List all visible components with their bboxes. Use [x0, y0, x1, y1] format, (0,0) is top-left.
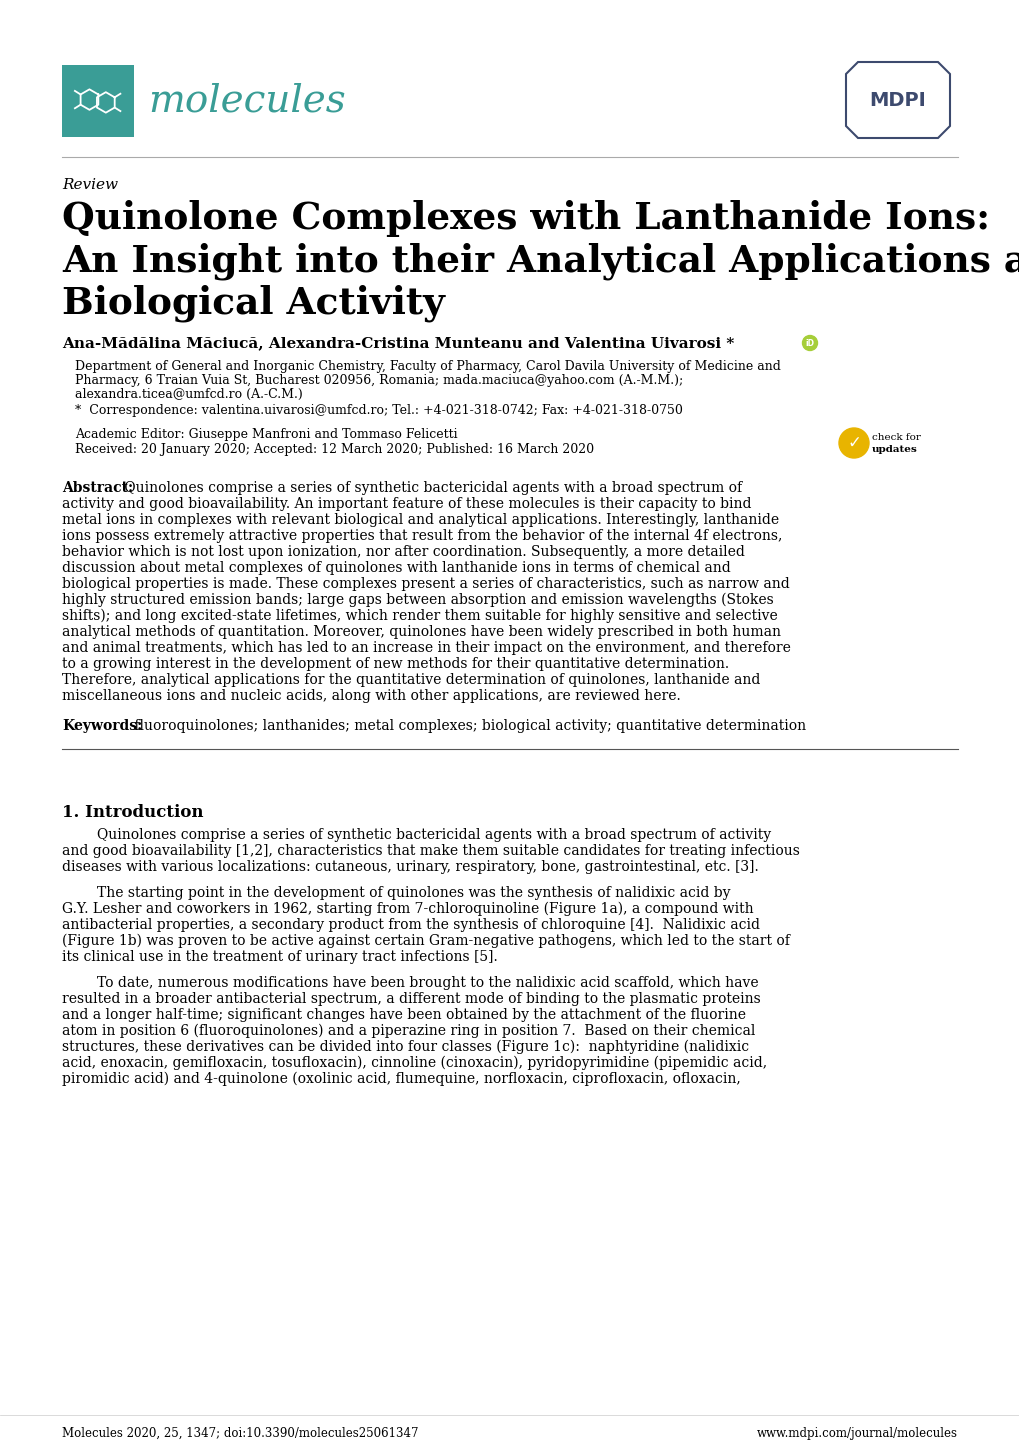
- Text: Keywords:: Keywords:: [62, 720, 142, 733]
- Text: Pharmacy, 6 Traian Vuia St, Bucharest 020956, Romania; mada.maciuca@yahoo.com (A: Pharmacy, 6 Traian Vuia St, Bucharest 02…: [75, 373, 683, 386]
- Text: and a longer half-time; significant changes have been obtained by the attachment: and a longer half-time; significant chan…: [62, 1008, 745, 1022]
- Text: atom in position 6 (fluoroquinolones) and a piperazine ring in position 7.  Base: atom in position 6 (fluoroquinolones) an…: [62, 1024, 755, 1038]
- Text: www.mdpi.com/journal/molecules: www.mdpi.com/journal/molecules: [756, 1428, 957, 1441]
- Text: and good bioavailability [1,2], characteristics that make them suitable candidat: and good bioavailability [1,2], characte…: [62, 844, 799, 858]
- Text: shifts); and long excited-state lifetimes, which render them suitable for highly: shifts); and long excited-state lifetime…: [62, 609, 777, 623]
- Text: Therefore, analytical applications for the quantitative determination of quinolo: Therefore, analytical applications for t…: [62, 673, 759, 686]
- Text: acid, enoxacin, gemiﬂoxacin, tosuﬂoxacin), cinnoline (cinoxacin), pyridopyrimidi: acid, enoxacin, gemiﬂoxacin, tosuﬂoxacin…: [62, 1056, 766, 1070]
- Text: Review: Review: [62, 177, 118, 192]
- Text: MDPI: MDPI: [869, 91, 925, 110]
- Text: diseases with various localizations: cutaneous, urinary, respiratory, bone, gast: diseases with various localizations: cut…: [62, 859, 758, 874]
- Text: Biological Activity: Biological Activity: [62, 284, 444, 322]
- Text: molecules: molecules: [148, 82, 345, 120]
- Text: biological properties is made. These complexes present a series of characteristi: biological properties is made. These com…: [62, 577, 789, 591]
- Text: its clinical use in the treatment of urinary tract infections [5].: its clinical use in the treatment of uri…: [62, 950, 497, 965]
- Text: 1. Introduction: 1. Introduction: [62, 805, 204, 820]
- Text: behavior which is not lost upon ionization, nor after coordination. Subsequently: behavior which is not lost upon ionizati…: [62, 545, 744, 559]
- Text: highly structured emission bands; large gaps between absorption and emission wav: highly structured emission bands; large …: [62, 593, 773, 607]
- Circle shape: [839, 428, 868, 459]
- Text: An Insight into their Analytical Applications and: An Insight into their Analytical Applica…: [62, 242, 1019, 280]
- Text: Department of General and Inorganic Chemistry, Faculty of Pharmacy, Carol Davila: Department of General and Inorganic Chem…: [75, 360, 781, 373]
- Text: Quinolones comprise a series of synthetic bactericidal agents with a broad spect: Quinolones comprise a series of syntheti…: [120, 482, 742, 495]
- Text: resulted in a broader antibacterial spectrum, a different mode of binding to the: resulted in a broader antibacterial spec…: [62, 992, 760, 1007]
- Text: antibacterial properties, a secondary product from the synthesis of chloroquine : antibacterial properties, a secondary pr…: [62, 919, 759, 932]
- Text: Academic Editor: Giuseppe Manfroni and Tommaso Felicetti: Academic Editor: Giuseppe Manfroni and T…: [75, 428, 458, 441]
- Text: analytical methods of quantitation. Moreover, quinolones have been widely prescr: analytical methods of quantitation. More…: [62, 624, 781, 639]
- Text: alexandra.ticea@umfcd.ro (A.-C.M.): alexandra.ticea@umfcd.ro (A.-C.M.): [75, 388, 303, 401]
- Text: To date, numerous modifications have been brought to the nalidixic acid scaffold: To date, numerous modifications have bee…: [62, 976, 758, 991]
- Text: G.Y. Lesher and coworkers in 1962, starting from 7-chloroquinoline (Figure 1a), : G.Y. Lesher and coworkers in 1962, start…: [62, 903, 753, 916]
- Text: discussion about metal complexes of quinolones with lanthanide ions in terms of : discussion about metal complexes of quin…: [62, 561, 730, 575]
- Text: updates: updates: [871, 446, 917, 454]
- Text: metal ions in complexes with relevant biological and analytical applications. In: metal ions in complexes with relevant bi…: [62, 513, 779, 526]
- Text: activity and good bioavailability. An important feature of these molecules is th: activity and good bioavailability. An im…: [62, 497, 751, 510]
- Text: iD: iD: [805, 339, 814, 348]
- Text: structures, these derivatives can be divided into four classes (Figure 1c):  nap: structures, these derivatives can be div…: [62, 1040, 748, 1054]
- Text: to a growing interest in the development of new methods for their quantitative d: to a growing interest in the development…: [62, 658, 729, 671]
- Text: The starting point in the development of quinolones was the synthesis of nalidix: The starting point in the development of…: [62, 885, 730, 900]
- Text: Quinolone Complexes with Lanthanide Ions:: Quinolone Complexes with Lanthanide Ions…: [62, 200, 989, 236]
- Circle shape: [802, 336, 816, 350]
- Text: Ana-Mădălina Măciucă, Alexandra-Cristina Munteanu and Valentina Uivarosi *: Ana-Mădălina Măciucă, Alexandra-Cristina…: [62, 336, 734, 350]
- Text: ions possess extremely attractive properties that result from the behavior of th: ions possess extremely attractive proper…: [62, 529, 782, 544]
- Text: *  Correspondence: valentina.uivarosi@umfcd.ro; Tel.: +4-021-318-0742; Fax: +4-0: * Correspondence: valentina.uivarosi@umf…: [75, 404, 682, 417]
- Text: Quinolones comprise a series of synthetic bactericidal agents with a broad spect: Quinolones comprise a series of syntheti…: [62, 828, 770, 842]
- Text: Received: 20 January 2020; Accepted: 12 March 2020; Published: 16 March 2020: Received: 20 January 2020; Accepted: 12 …: [75, 443, 593, 456]
- Text: fluoroquinolones; lanthanides; metal complexes; biological activity; quantitativ: fluoroquinolones; lanthanides; metal com…: [129, 720, 805, 733]
- Text: ✓: ✓: [846, 434, 860, 451]
- Bar: [62, 65, 133, 137]
- Text: check for: check for: [871, 433, 920, 441]
- Text: miscellaneous ions and nucleic acids, along with other applications, are reviewe: miscellaneous ions and nucleic acids, al…: [62, 689, 680, 704]
- Text: Molecules 2020, 25, 1347; doi:10.3390/molecules25061347: Molecules 2020, 25, 1347; doi:10.3390/mo…: [62, 1428, 418, 1441]
- Text: piromidic acid) and 4-quinolone (oxolinic acid, ﬂumequine, norﬂoxacin, ciproﬂoxa: piromidic acid) and 4-quinolone (oxolini…: [62, 1071, 740, 1086]
- Text: and animal treatments, which has led to an increase in their impact on the envir: and animal treatments, which has led to …: [62, 642, 790, 655]
- Text: Abstract:: Abstract:: [62, 482, 133, 495]
- Text: (Figure 1b) was proven to be active against certain Gram-negative pathogens, whi: (Figure 1b) was proven to be active agai…: [62, 934, 789, 949]
